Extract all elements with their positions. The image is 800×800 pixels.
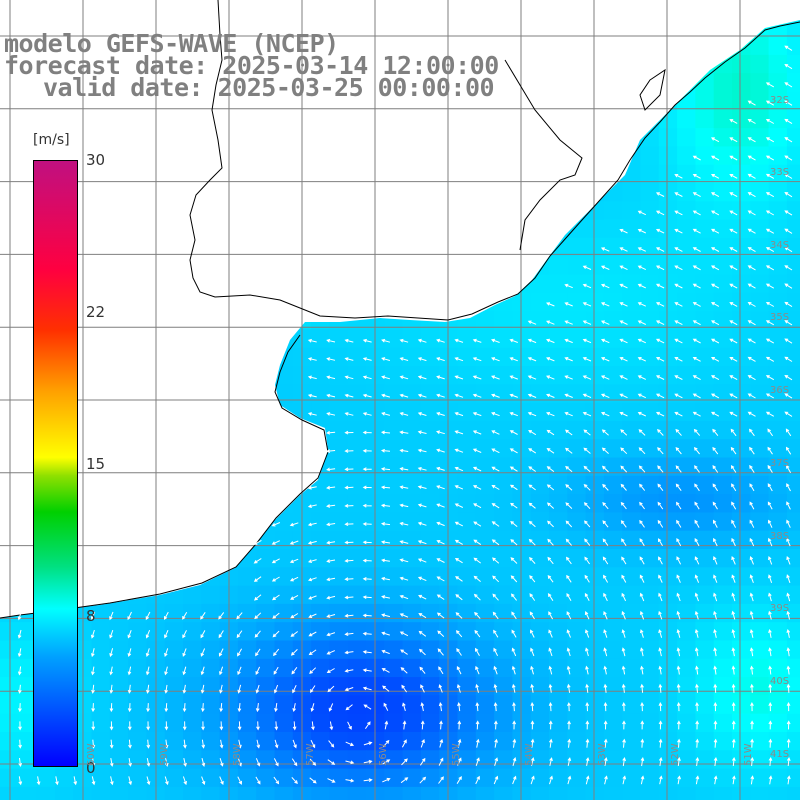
lat-label: 41S xyxy=(770,749,790,760)
lat-label: 34S xyxy=(770,240,790,251)
lat-label: 33S xyxy=(770,167,790,178)
lon-label: 51W xyxy=(743,743,754,766)
lon-label: 58W xyxy=(232,743,243,766)
lon-label: 54W xyxy=(524,743,535,766)
wind-vectors xyxy=(17,45,793,786)
colorbar-tick-30: 30 xyxy=(86,151,106,169)
lon-label: 57W xyxy=(305,743,316,766)
lat-label: 38S xyxy=(770,531,790,542)
colorbar xyxy=(33,160,78,767)
colorbar-tick-8: 8 xyxy=(86,607,96,625)
land-mask xyxy=(0,0,800,618)
colorbar-unit: [m/s] xyxy=(33,132,70,148)
lat-label: 40S xyxy=(770,676,790,687)
lat-label: 36S xyxy=(770,385,790,396)
coastline xyxy=(0,0,800,619)
forecast-date: forecast date: 2025-03-14 12:00:00 xyxy=(4,51,499,80)
lon-label: 52W xyxy=(670,743,681,766)
lon-label: 59W xyxy=(159,743,170,766)
colorbar-tick-15: 15 xyxy=(86,455,106,473)
colorbar-tick-22: 22 xyxy=(86,303,106,321)
lat-label: 35S xyxy=(770,312,790,323)
lon-label: 55W xyxy=(451,743,462,766)
lat-label: 39S xyxy=(770,603,790,614)
lon-label: 56W xyxy=(378,743,389,766)
lat-label: 37S xyxy=(770,458,790,469)
model-title: modelo GEFS-WAVE (NCEP) xyxy=(4,29,339,58)
lon-label: 60W xyxy=(86,743,97,766)
valid-date: valid date: 2025-03-25 00:00:00 xyxy=(43,73,495,102)
lat-label: 32S xyxy=(770,95,790,106)
lon-label: 53W xyxy=(597,743,608,766)
colorbar-tick-0: 0 xyxy=(86,759,96,777)
